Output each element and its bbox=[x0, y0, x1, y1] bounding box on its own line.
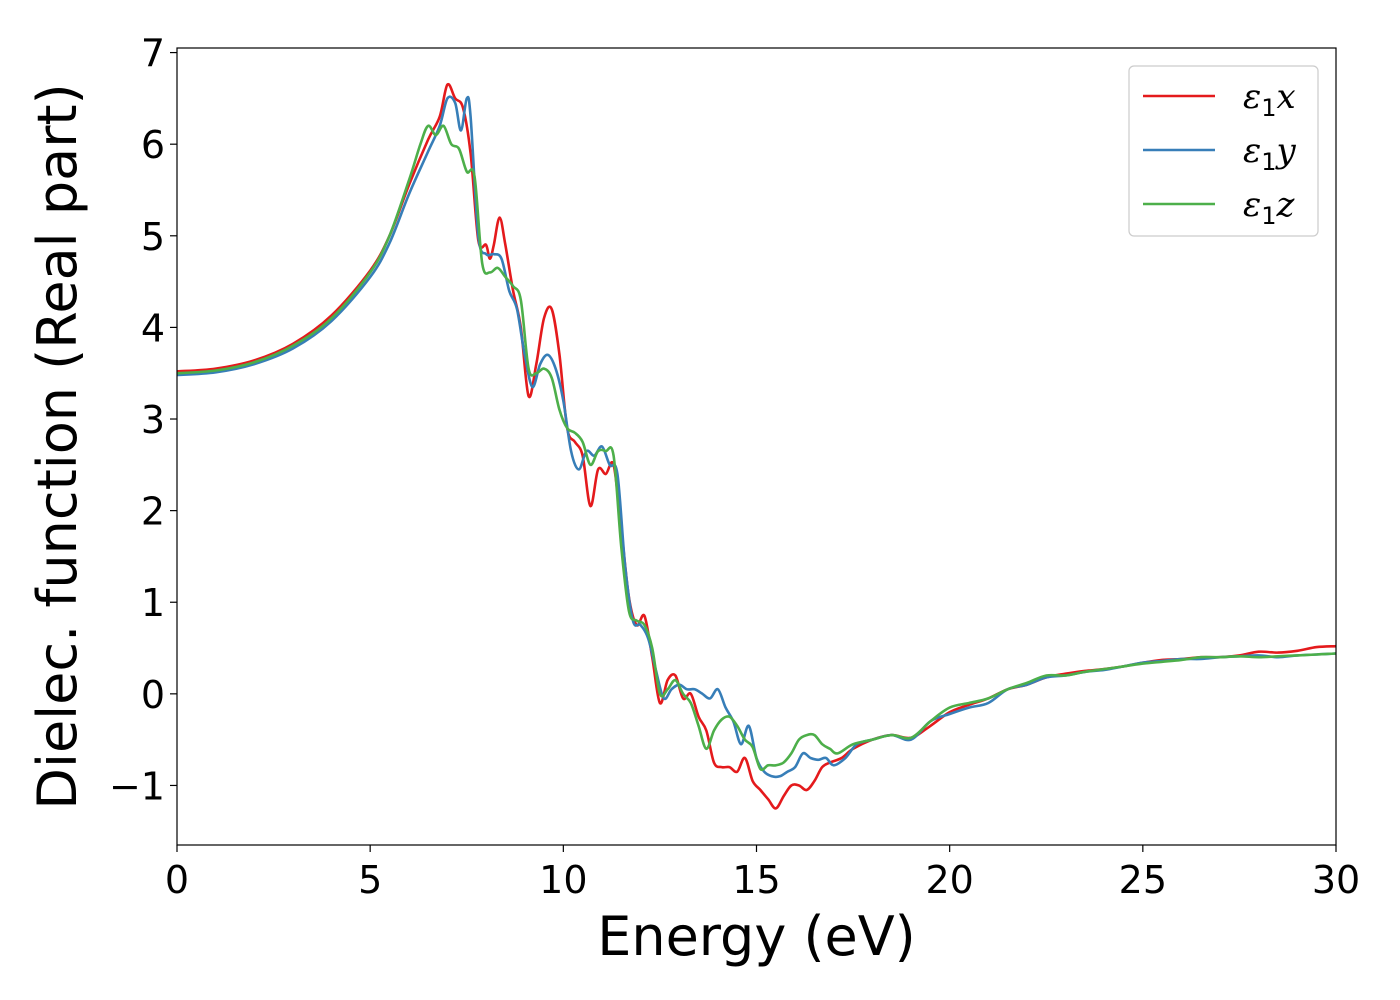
ticks-layer: 0 5 10 15 20 25 30 −1 0 1 2 3 4 5 6 7 bbox=[109, 32, 1360, 902]
x-tick-label: 30 bbox=[1312, 858, 1360, 902]
y-tick-label: 2 bbox=[141, 490, 165, 534]
legend-box bbox=[1128, 65, 1319, 237]
x-tick-label: 10 bbox=[539, 858, 587, 902]
y-tick-label: 3 bbox=[141, 398, 165, 442]
x-tick-label: 25 bbox=[1119, 858, 1167, 902]
y-axis-label: Dielec. function (Real part) bbox=[26, 83, 89, 809]
x-tick-label: 20 bbox=[925, 858, 973, 902]
y-tick-label: 4 bbox=[141, 306, 165, 350]
y-tick-label: 0 bbox=[141, 673, 165, 717]
legend: ε1x ε1y ε1z bbox=[1128, 65, 1319, 237]
y-tick-label: 1 bbox=[141, 581, 165, 625]
x-axis-label: Energy (eV) bbox=[597, 905, 916, 968]
legend-label-y: ε1y bbox=[1243, 131, 1297, 176]
y-tick-label: 5 bbox=[141, 215, 165, 259]
legend-label-x: ε1x bbox=[1243, 77, 1296, 122]
y-tick-label: 6 bbox=[141, 123, 165, 167]
series-layer bbox=[177, 82, 1336, 810]
y-tick-label: 7 bbox=[141, 32, 165, 76]
x-tick-label: 0 bbox=[165, 858, 189, 902]
x-tick-label: 5 bbox=[358, 858, 382, 902]
y-tick-label: −1 bbox=[109, 764, 165, 808]
series-line-z bbox=[177, 124, 1336, 772]
legend-label-z: ε1z bbox=[1243, 185, 1296, 230]
x-tick-label: 15 bbox=[732, 858, 780, 902]
